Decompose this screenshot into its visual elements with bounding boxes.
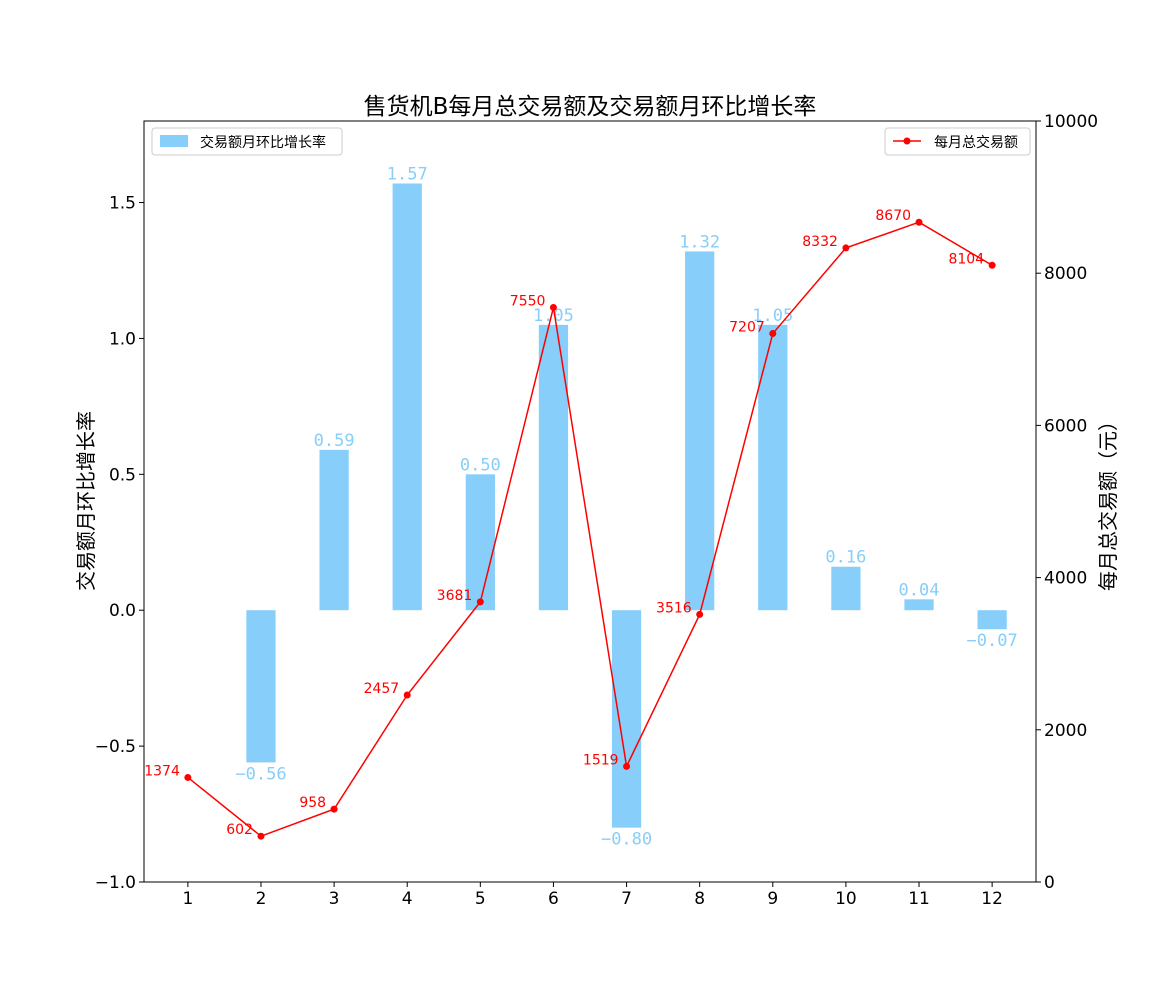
bar <box>392 183 422 611</box>
bar-value-label: 1.57 <box>387 165 428 185</box>
line-point <box>915 218 923 226</box>
line-point-label: 7550 <box>510 293 546 309</box>
line-point-label: 602 <box>226 822 253 838</box>
bar-value-label: 0.59 <box>314 431 355 451</box>
bar <box>977 610 1007 630</box>
bar <box>319 449 349 611</box>
x-tick-label: 3 <box>329 889 340 909</box>
bars-layer: −0.560.591.570.501.05−0.801.321.050.160.… <box>235 165 1017 850</box>
x-tick-label: 9 <box>767 889 778 909</box>
line-point-label: 3516 <box>656 600 692 616</box>
line-layer: 1374 602 958 2457 3681 7550 1519 3516 7207 8332 86… <box>144 208 996 840</box>
x-tick-label: 5 <box>475 889 486 909</box>
left-axis-title: 交易额月环比增长率 <box>74 411 98 591</box>
bar-value-label: −0.56 <box>235 764 286 784</box>
bar <box>611 610 642 828</box>
line-point-label: 2457 <box>364 681 400 697</box>
x-tick-label: 8 <box>694 889 705 909</box>
left-tick-label: −1.0 <box>95 873 136 893</box>
line-point-label: 7207 <box>729 320 765 336</box>
bar <box>904 599 934 611</box>
line-point <box>476 598 484 606</box>
x-tick-label: 2 <box>256 889 267 909</box>
x-axis: 1 2 3 4 5 6 7 8 9 10 11 12 <box>182 882 1003 909</box>
left-tick-label: −0.5 <box>95 737 136 757</box>
bar-value-label: −0.07 <box>967 631 1018 651</box>
bar-value-label: 0.50 <box>460 455 501 475</box>
chart-title: 售货机B每月总交易额及交易额月环比增长率 <box>364 94 817 120</box>
legend-bars-frame <box>151 127 343 156</box>
line-point <box>769 330 777 338</box>
legend-line-label: 每月总交易额 <box>934 134 1018 151</box>
line-point <box>988 261 996 269</box>
left-tick-label: 1.5 <box>109 194 136 214</box>
left-tick-label: 0.5 <box>109 465 136 485</box>
bar <box>246 610 276 763</box>
x-tick-label: 6 <box>548 889 559 909</box>
left-axis: −1.0 −0.5 0.0 0.5 1.0 1.5 <box>95 194 144 893</box>
line-point <box>549 303 557 311</box>
line-point <box>696 610 704 618</box>
x-tick-label: 11 <box>908 889 930 909</box>
right-tick-label: 2000 <box>1044 721 1087 741</box>
bar <box>465 474 495 611</box>
line-point <box>842 244 850 252</box>
line-point <box>257 832 265 840</box>
legend-bars-label: 交易额月环比增长率 <box>200 134 326 151</box>
line-point <box>330 805 338 813</box>
x-tick-label: 12 <box>981 889 1003 909</box>
right-axis: 0 2000 4000 6000 8000 10000 <box>1036 112 1098 893</box>
line-point-label: 8332 <box>802 234 838 250</box>
x-tick-label: 1 <box>182 889 193 909</box>
left-tick-label: 0.0 <box>109 601 136 621</box>
legend-line-marker <box>903 137 911 145</box>
x-tick-label: 4 <box>402 889 413 909</box>
line-point-label: 8104 <box>948 251 984 267</box>
plot-frame <box>143 120 1037 883</box>
line-point-label: 1519 <box>583 752 619 768</box>
right-tick-label: 4000 <box>1044 569 1087 589</box>
right-tick-label: 10000 <box>1044 112 1098 132</box>
bar-value-label: −0.80 <box>601 830 652 850</box>
right-tick-label: 0 <box>1044 873 1055 893</box>
bar-value-label: 1.05 <box>533 306 574 326</box>
line-point-label: 8670 <box>875 208 911 224</box>
bar <box>758 324 788 611</box>
line-point-label: 958 <box>299 795 326 811</box>
line-point <box>403 691 411 699</box>
line-point-label: 1374 <box>144 763 180 779</box>
right-tick-label: 6000 <box>1044 416 1087 436</box>
x-tick-label: 7 <box>621 889 632 909</box>
legend-bars-swatch <box>160 135 188 147</box>
line-series <box>187 221 993 838</box>
bar <box>831 566 861 611</box>
left-tick-label: 1.0 <box>109 329 136 349</box>
legend-bars: 交易额月环比增长率 <box>151 127 343 156</box>
line-point <box>623 762 631 770</box>
legend-line-frame <box>884 127 1031 156</box>
bar <box>685 251 715 611</box>
bar-value-label: 1.32 <box>679 232 720 252</box>
bar-value-label: 0.16 <box>825 548 866 568</box>
line-point <box>184 773 192 781</box>
legend-line: 每月总交易额 <box>884 127 1031 156</box>
bar-value-label: 0.04 <box>899 580 940 600</box>
right-tick-label: 8000 <box>1044 264 1087 284</box>
right-axis-title: 每月总交易额（元） <box>1096 411 1120 591</box>
line-point-label: 3681 <box>437 588 473 604</box>
x-tick-label: 10 <box>835 889 857 909</box>
